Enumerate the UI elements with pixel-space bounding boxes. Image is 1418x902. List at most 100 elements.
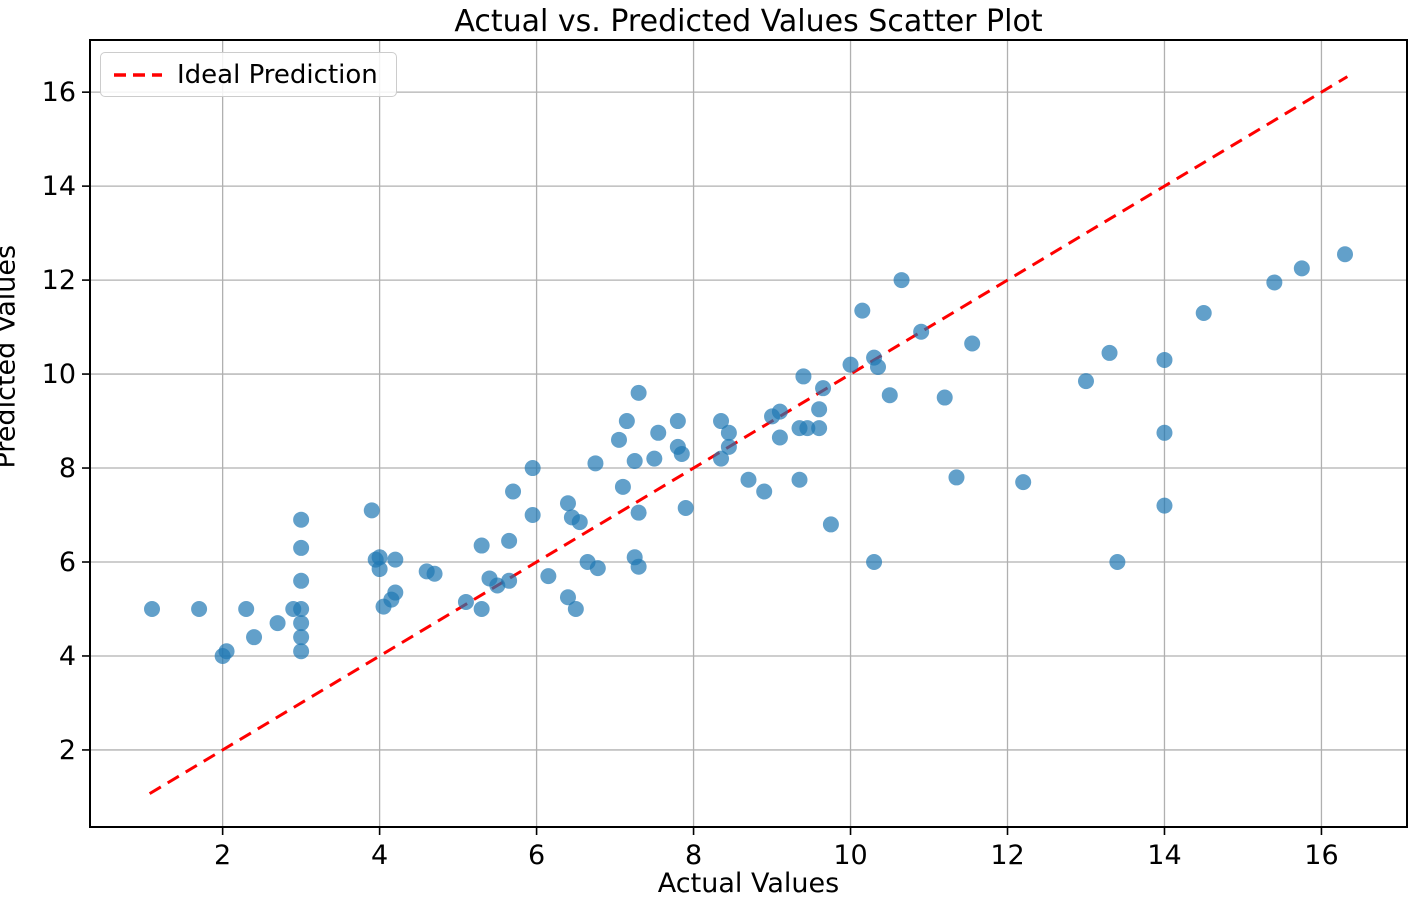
- legend-line-sample: [114, 72, 162, 77]
- scatter-point: [913, 323, 930, 340]
- scatter-point: [740, 471, 757, 488]
- scatter-point: [1195, 304, 1212, 321]
- axes-frame: [89, 39, 1408, 828]
- y-tick-label: 2: [59, 735, 76, 766]
- scatter-point: [630, 384, 647, 401]
- scatter-point: [559, 495, 576, 512]
- y-tick-label: 10: [42, 359, 76, 390]
- scatter-point: [854, 302, 871, 319]
- scatter-point: [524, 460, 541, 477]
- scatter-point: [771, 403, 788, 420]
- scatter-point: [501, 532, 518, 549]
- scatter-point: [293, 600, 310, 617]
- scatter-point: [610, 431, 627, 448]
- chart-title: Actual vs. Predicted Values Scatter Plot: [454, 4, 1043, 39]
- scatter-point: [473, 600, 490, 617]
- scatter-point: [630, 504, 647, 521]
- scatter-point: [589, 560, 606, 577]
- scatter-point: [893, 272, 910, 289]
- scatter-point: [948, 469, 965, 486]
- scatter-point: [811, 420, 828, 437]
- scatter-point: [815, 380, 832, 397]
- scatter-point: [426, 565, 443, 582]
- scatter-point: [881, 387, 898, 404]
- scatter-point: [371, 561, 388, 578]
- scatter-point: [505, 483, 522, 500]
- scatter-point: [293, 539, 310, 556]
- scatter-point: [1109, 554, 1126, 571]
- scatter-point: [587, 455, 604, 472]
- scatter-point: [473, 537, 490, 554]
- scatter-point: [650, 424, 667, 441]
- scatter-point: [842, 356, 859, 373]
- scatter-point: [822, 516, 839, 533]
- scatter-point: [713, 413, 730, 430]
- legend: Ideal Prediction: [100, 52, 397, 97]
- scatter-point: [293, 615, 310, 632]
- x-tick-label: 14: [1147, 840, 1181, 871]
- scatter-point: [1156, 497, 1173, 514]
- scatter-point: [677, 499, 694, 516]
- scatter-point: [1015, 474, 1032, 491]
- scatter-point: [713, 450, 730, 467]
- scatter-point: [630, 558, 647, 575]
- scatter-point: [771, 429, 788, 446]
- y-tick-label: 12: [42, 265, 76, 296]
- scatter-point: [559, 589, 576, 606]
- y-axis-label: Predicted Values: [0, 244, 22, 469]
- scatter-point: [1156, 424, 1173, 441]
- scatter-point: [1101, 344, 1118, 361]
- x-tick-label: 4: [371, 840, 388, 871]
- scatter-point: [246, 629, 263, 646]
- scatter-point: [571, 514, 588, 531]
- scatter-point: [626, 452, 643, 469]
- scatter-point: [524, 507, 541, 524]
- scatter-point: [799, 420, 816, 437]
- scatter-point: [618, 413, 635, 430]
- scatter-point: [371, 549, 388, 566]
- scatter-point: [293, 572, 310, 589]
- x-tick-label: 10: [833, 840, 867, 871]
- x-axis-label: Actual Values: [657, 868, 840, 899]
- scatter-point: [238, 600, 255, 617]
- scatter-point: [457, 593, 474, 610]
- y-tick-label: 16: [42, 77, 76, 108]
- x-tick-label: 12: [990, 840, 1024, 871]
- y-tick-label: 4: [59, 641, 76, 672]
- y-tick-label: 8: [59, 453, 76, 484]
- scatter-point: [218, 643, 235, 660]
- scatter-point: [293, 629, 310, 646]
- scatter-point: [795, 368, 812, 385]
- scatter-point: [870, 359, 887, 376]
- y-tick-label: 6: [59, 547, 76, 578]
- scatter-point: [646, 450, 663, 467]
- x-tick-label: 6: [528, 840, 545, 871]
- scatter-point: [866, 554, 883, 571]
- scatter-point: [756, 483, 773, 500]
- scatter-point: [293, 511, 310, 528]
- scatter-point: [567, 600, 584, 617]
- y-tick-label: 14: [42, 171, 76, 202]
- scatter-point: [1293, 260, 1310, 277]
- scatter-point: [673, 445, 690, 462]
- scatter-point: [614, 478, 631, 495]
- scatter-point: [791, 471, 808, 488]
- x-tick-label: 16: [1304, 840, 1338, 871]
- ideal-prediction-line: [148, 75, 1349, 795]
- scatter-point: [964, 335, 981, 352]
- scatter-point: [363, 502, 380, 519]
- scatter-point: [375, 598, 392, 615]
- legend-label: Ideal Prediction: [177, 59, 378, 90]
- scatter-point: [720, 438, 737, 455]
- scatter-point: [269, 615, 286, 632]
- scatter-point: [669, 413, 686, 430]
- scatter-point: [1156, 351, 1173, 368]
- scatter-point: [811, 401, 828, 418]
- scatter-point: [501, 572, 518, 589]
- scatter-point: [293, 643, 310, 660]
- scatter-point: [387, 551, 404, 568]
- scatter-point: [1077, 373, 1094, 390]
- x-tick-label: 2: [214, 840, 231, 871]
